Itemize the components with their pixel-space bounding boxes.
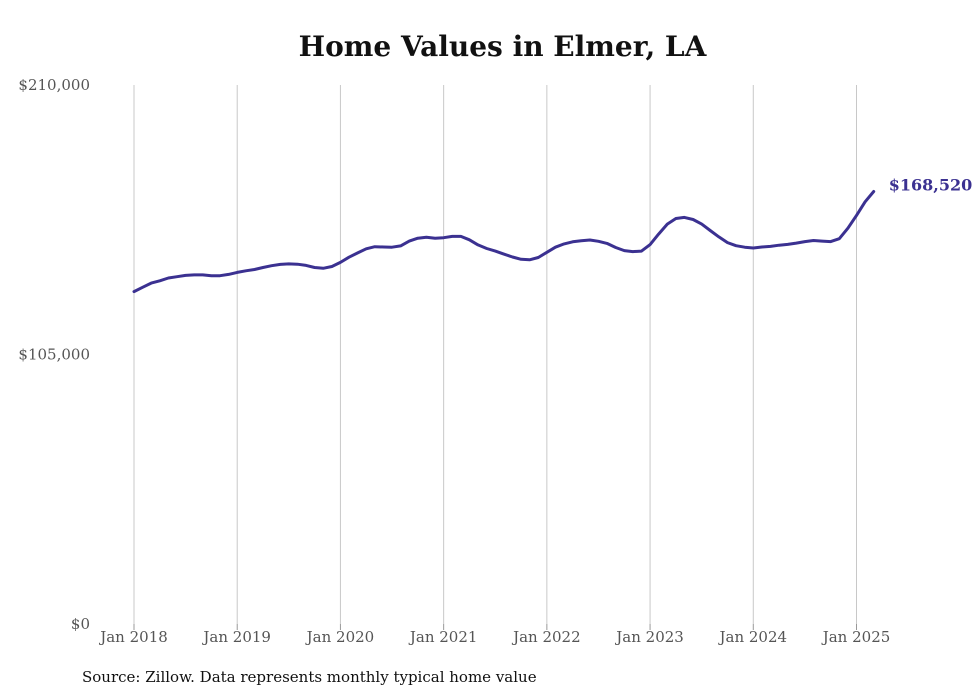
y-tick-label: $210,000 xyxy=(18,76,90,94)
data-labels: $168,520 xyxy=(889,175,973,194)
end-value-label: $168,520 xyxy=(889,175,973,194)
x-tick-label: Jan 2024 xyxy=(718,628,788,646)
x-tick-label: Jan 2025 xyxy=(821,628,891,646)
source-note: Source: Zillow. Data represents monthly … xyxy=(82,668,537,686)
gridlines xyxy=(133,85,857,630)
y-tick-label: $0 xyxy=(71,615,90,633)
y-tick-label: $105,000 xyxy=(18,346,90,364)
x-tick-label: Jan 2018 xyxy=(98,628,168,646)
series-line xyxy=(132,190,876,294)
series-layer xyxy=(132,190,876,294)
axis-ticks: Jan 2018 Jan 2019 Jan 2020 Jan 2021 Jan 2022… xyxy=(18,76,890,646)
x-tick-label: Jan 2021 xyxy=(408,628,478,646)
x-tick-label: Jan 2022 xyxy=(511,628,581,646)
x-tick-label: Jan 2023 xyxy=(614,628,684,646)
x-tick-label: Jan 2020 xyxy=(305,628,375,646)
x-tick-label: Jan 2019 xyxy=(201,628,271,646)
chart-title: Home Values in Elmer, LA xyxy=(298,30,707,63)
